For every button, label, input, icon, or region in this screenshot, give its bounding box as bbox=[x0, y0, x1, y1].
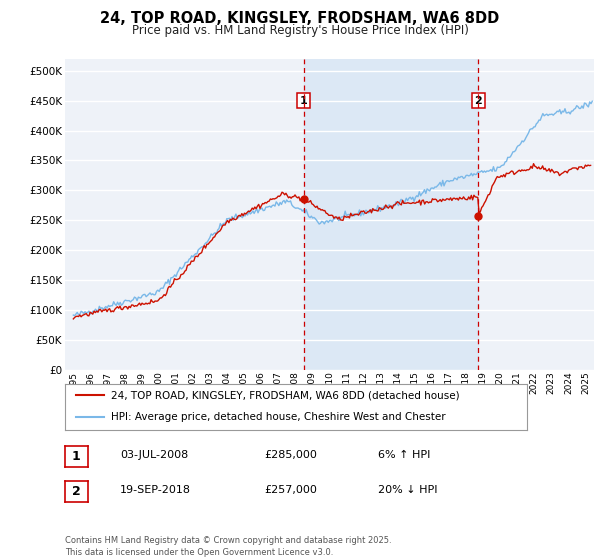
Text: 2: 2 bbox=[72, 485, 80, 498]
Text: 1: 1 bbox=[300, 96, 308, 106]
Text: 2: 2 bbox=[475, 96, 482, 106]
Text: HPI: Average price, detached house, Cheshire West and Chester: HPI: Average price, detached house, Ches… bbox=[111, 412, 446, 422]
Text: £285,000: £285,000 bbox=[264, 450, 317, 460]
Text: 6% ↑ HPI: 6% ↑ HPI bbox=[378, 450, 430, 460]
Text: Contains HM Land Registry data © Crown copyright and database right 2025.
This d: Contains HM Land Registry data © Crown c… bbox=[65, 536, 391, 557]
Bar bbox=[304, 59, 478, 370]
Text: 19-SEP-2018: 19-SEP-2018 bbox=[120, 485, 191, 495]
Text: 24, TOP ROAD, KINGSLEY, FRODSHAM, WA6 8DD (detached house): 24, TOP ROAD, KINGSLEY, FRODSHAM, WA6 8D… bbox=[111, 390, 460, 400]
Text: £257,000: £257,000 bbox=[264, 485, 317, 495]
Text: 03-JUL-2008: 03-JUL-2008 bbox=[120, 450, 188, 460]
Text: 20% ↓ HPI: 20% ↓ HPI bbox=[378, 485, 437, 495]
Text: 24, TOP ROAD, KINGSLEY, FRODSHAM, WA6 8DD: 24, TOP ROAD, KINGSLEY, FRODSHAM, WA6 8D… bbox=[100, 11, 500, 26]
Text: Price paid vs. HM Land Registry's House Price Index (HPI): Price paid vs. HM Land Registry's House … bbox=[131, 24, 469, 36]
Text: 1: 1 bbox=[72, 450, 80, 463]
